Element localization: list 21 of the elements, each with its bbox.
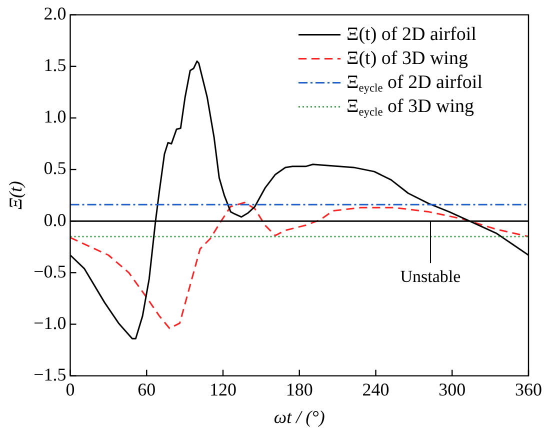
legend-label: Ξ(t) of 2D airfoil: [346, 24, 476, 45]
y-tick-label: −1.0: [34, 312, 66, 333]
x-tick-label: 120: [210, 379, 236, 400]
y-tick-label: 1.0: [44, 106, 66, 127]
y-tick-label: −0.5: [34, 261, 66, 282]
y-tick-label: 0.5: [44, 158, 66, 178]
y-tick-label: −1.5: [34, 364, 66, 385]
x-tick-label: 300: [438, 379, 466, 400]
x-tick-label: 240: [362, 379, 390, 400]
line-series: [70, 202, 528, 330]
y-tick-label: 0.0: [44, 210, 66, 230]
x-tick-label: 0: [66, 379, 75, 400]
x-tick-label: 360: [515, 379, 542, 400]
y-tick-label: 2.0: [44, 4, 66, 24]
y-tick-label: 1.5: [44, 55, 66, 76]
y-axis-title: Ξ(t): [6, 181, 26, 210]
legend-label: Ξ(t) of 3D wing: [346, 48, 468, 69]
x-axis-title: ωt / (°): [274, 406, 325, 427]
x-tick-label: 180: [286, 379, 313, 400]
annotation: Unstable: [400, 267, 461, 286]
x-tick-label: 60: [138, 379, 156, 400]
